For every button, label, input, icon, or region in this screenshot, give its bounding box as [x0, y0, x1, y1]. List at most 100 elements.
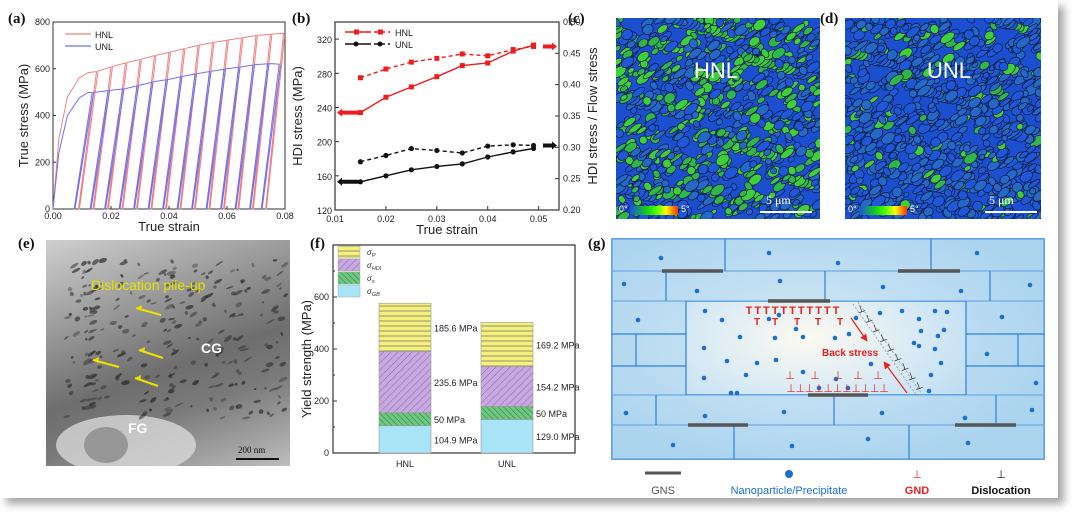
dislocation-feature [67, 286, 73, 292]
grain [677, 208, 688, 219]
plot-frame [334, 21, 560, 211]
dislocation-feature [84, 315, 87, 318]
grain [616, 211, 630, 219]
grain [720, 21, 735, 33]
grain [1017, 102, 1028, 111]
dislocation-feature [259, 313, 264, 317]
grain [617, 150, 629, 161]
grain [922, 169, 935, 179]
grain [653, 18, 666, 25]
dislocation-feature [163, 328, 167, 332]
grain [925, 214, 933, 219]
grain [704, 108, 712, 115]
dislocation-feature [167, 372, 176, 378]
dislocation-feature [158, 269, 168, 275]
grain [726, 89, 737, 100]
y-axis-title: True stress (MPa) [16, 64, 31, 168]
dislocation-feature [63, 415, 71, 418]
dislocation-feature [234, 313, 244, 318]
grain [616, 128, 624, 138]
grain [895, 115, 908, 126]
grain [1032, 106, 1041, 116]
nanoparticle [670, 442, 676, 448]
dislocation-feature [235, 301, 243, 308]
dislocation-feature [172, 305, 175, 309]
grain [745, 208, 754, 216]
grain [697, 164, 709, 175]
gnd-symbol: ⊥ [823, 383, 833, 395]
grain [788, 187, 800, 198]
grain [864, 42, 878, 54]
grain [774, 21, 785, 31]
gnd-symbol: T [815, 305, 822, 317]
dislocation-feature [97, 396, 103, 401]
nanoparticle [938, 360, 944, 366]
grain [612, 301, 686, 395]
dislocation-feature [92, 259, 99, 266]
gnd-symbol: ⊥ [785, 370, 795, 382]
dislocation-feature [198, 320, 202, 323]
data-point [408, 59, 414, 65]
dislocation-feature [88, 335, 95, 341]
grain [850, 186, 861, 195]
grain [1034, 112, 1041, 123]
grain [1019, 170, 1033, 183]
series-line-hnl [52, 32, 286, 210]
dislocation-feature [86, 398, 91, 402]
dislocation-feature [170, 259, 174, 264]
grain [889, 151, 897, 159]
y-tick-label: 200 [314, 396, 329, 406]
grain [792, 199, 800, 206]
dislocation-feature [185, 305, 194, 310]
grain [684, 179, 699, 192]
grain [813, 88, 820, 97]
grain [849, 76, 859, 85]
grain [947, 152, 956, 162]
grain [612, 425, 1044, 459]
grain [643, 181, 652, 191]
dislocation-feature [246, 286, 251, 291]
grain [664, 40, 678, 53]
grain [760, 85, 774, 97]
gnd-symbol: T [789, 305, 796, 317]
dislocation-symbol: ⊥ [855, 303, 867, 316]
grain [853, 131, 866, 142]
dislocation-feature [83, 382, 93, 388]
grain [1016, 123, 1024, 131]
grain [759, 27, 771, 37]
y-axis-title: HDI stress (MPa) [290, 66, 305, 166]
dislocation-feature [146, 299, 151, 303]
dislocation-feature [234, 382, 238, 386]
grain [705, 32, 712, 39]
dislocation-feature [232, 337, 237, 341]
grain [769, 30, 778, 39]
grain [612, 395, 1044, 425]
dislocation-feature [269, 413, 274, 418]
grain [782, 174, 791, 182]
grain [982, 72, 990, 79]
nanoparticle [958, 288, 964, 294]
grain [745, 105, 759, 117]
bar-segment-unl [480, 366, 534, 407]
grain [621, 28, 633, 41]
grain [699, 210, 714, 219]
grain [917, 84, 931, 97]
gnd-symbol: T [746, 305, 753, 317]
grain [903, 102, 917, 115]
grain [724, 207, 733, 216]
grain [664, 82, 674, 93]
grain [972, 200, 983, 212]
dislocation-symbol: ⊥ [884, 341, 896, 354]
gnd-symbol: ⊥ [786, 383, 796, 395]
x-tick-label: 0.06 [218, 211, 236, 221]
gnd-symbol: T [772, 317, 778, 328]
data-point [531, 43, 537, 49]
dislocation-feature [118, 281, 124, 287]
chart-a-true-stress-strain: 0.00 0.02 0.04 0.06 0.08 0 200 400 600 800 True st… [16, 17, 294, 234]
grain [655, 93, 664, 102]
grain [992, 43, 1003, 53]
grain [1022, 18, 1034, 27]
grain [814, 118, 820, 128]
dislocation-feature [93, 305, 101, 310]
grain [673, 68, 687, 79]
